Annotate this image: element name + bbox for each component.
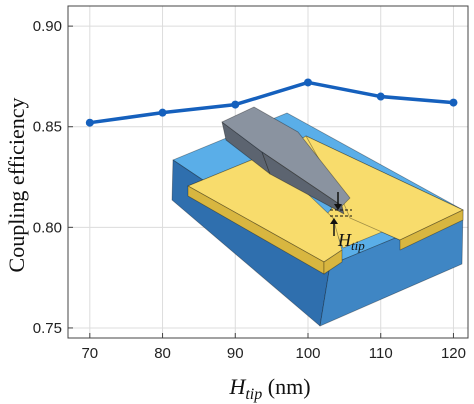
x-tick-label: 100 (295, 345, 320, 362)
arrow-down-head (334, 204, 342, 210)
x-tick-label: 70 (81, 345, 98, 362)
data-point (449, 98, 458, 107)
plot-frame (67, 5, 469, 339)
series-line (89, 80, 454, 125)
gold-pad-gap-edge (323, 249, 343, 275)
x-tick-label: 90 (227, 345, 244, 362)
x-tick-label: 110 (369, 345, 393, 362)
data-point (376, 92, 385, 101)
arrow-up-head (330, 218, 338, 224)
x-tick-label: 80 (154, 345, 171, 362)
y-axis-ticks: 0.75 0.80 0.85 0.90 (33, 18, 73, 337)
data-point (304, 78, 312, 87)
x-tick-label: 120 (441, 345, 466, 362)
y-tick-label: 0.80 (33, 219, 62, 236)
y-tick-label: 0.90 (33, 18, 62, 35)
y-tick-label: 0.85 (33, 119, 62, 136)
y-axis-title: Coupling efficiency (4, 98, 29, 273)
data-series (85, 78, 458, 127)
data-point (231, 100, 240, 109)
y-tick-label: 0.75 (33, 320, 62, 337)
device-inset-illustration: Htip (171, 106, 464, 327)
inset-tip-height-label: Htip (337, 230, 365, 253)
x-axis-title: Htip (nm) (228, 374, 310, 403)
data-point (158, 108, 167, 117)
data-point (85, 118, 94, 127)
gold-pad-right-edge (399, 209, 464, 251)
x-axis-ticks: 70 80 90 100 110 120 (81, 333, 466, 362)
tip-lower-face (261, 151, 345, 215)
